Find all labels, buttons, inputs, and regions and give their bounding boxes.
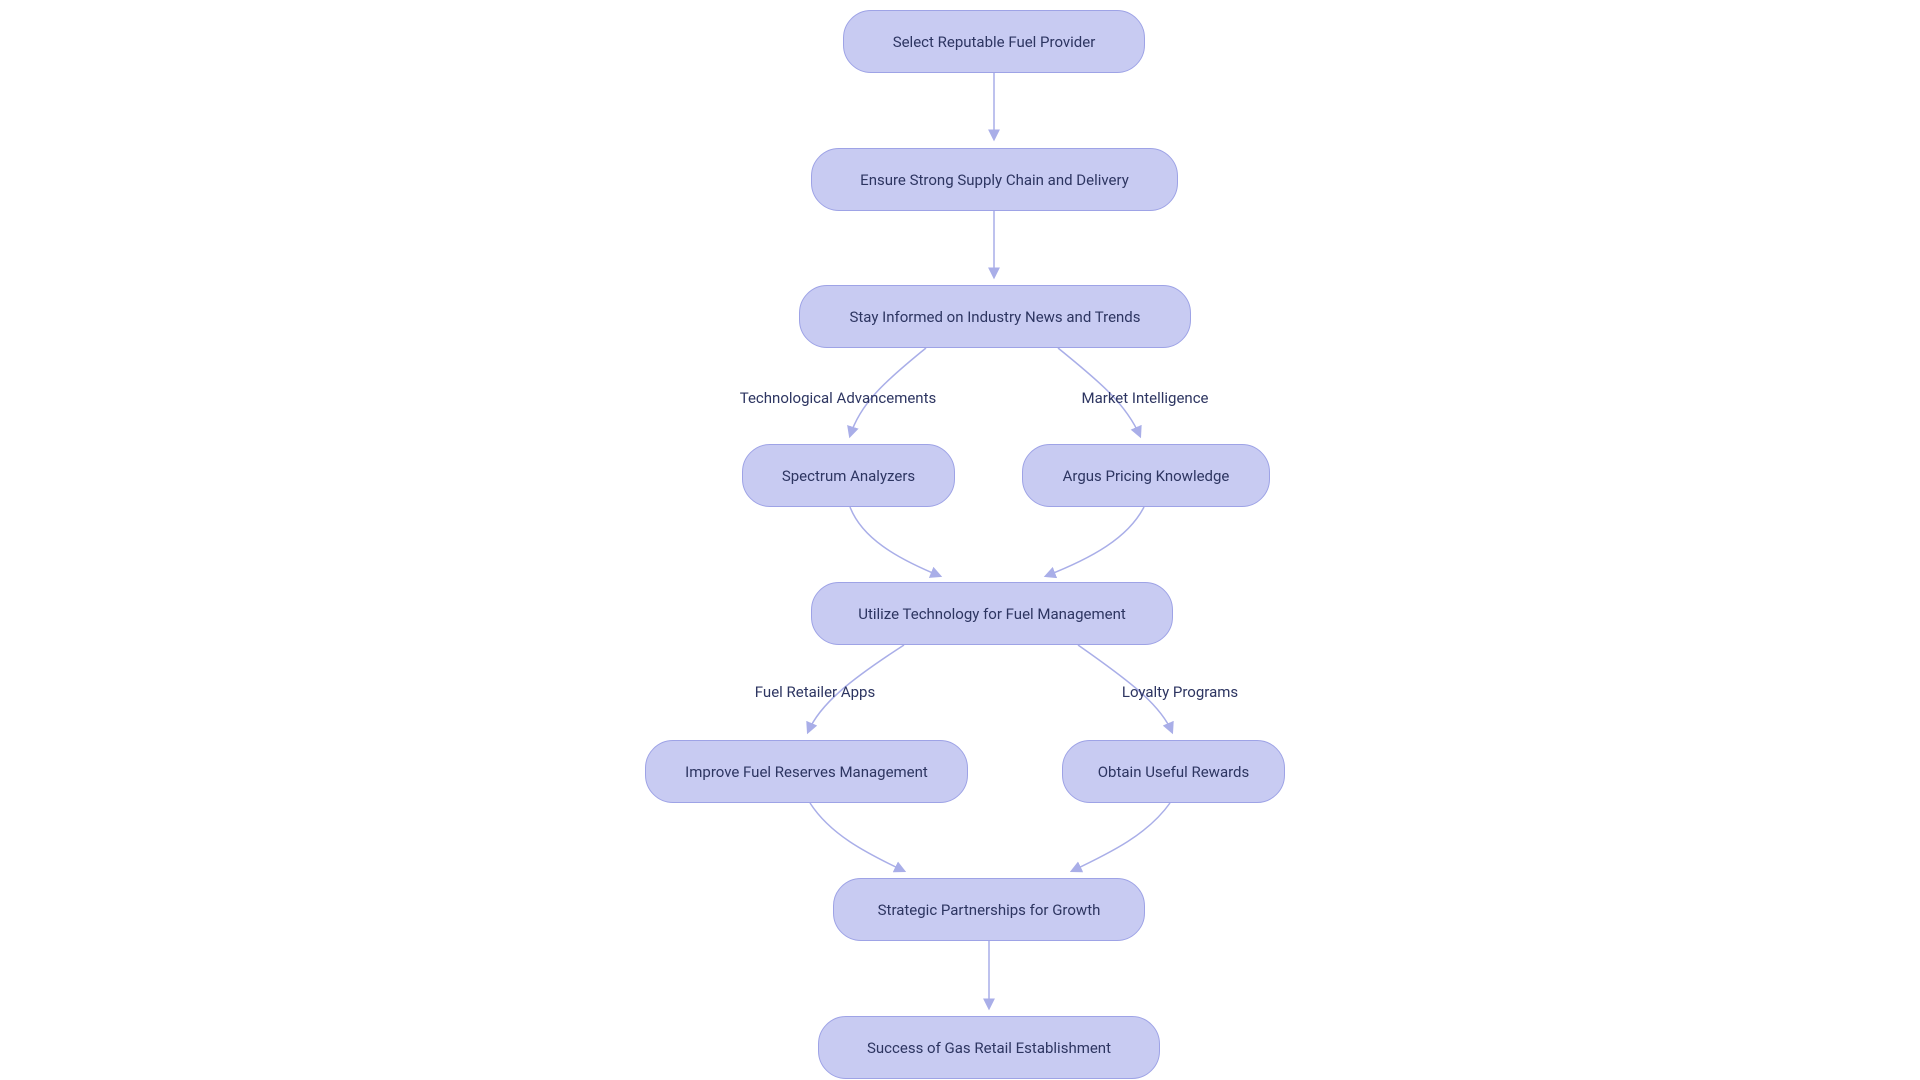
node-label: Stay Informed on Industry News and Trend… (849, 308, 1140, 326)
node-n6: Utilize Technology for Fuel Management (811, 582, 1173, 645)
edge-label-n3-n4: Technological Advancements (740, 389, 936, 407)
node-label: Success of Gas Retail Establishment (867, 1039, 1111, 1057)
node-n3: Stay Informed on Industry News and Trend… (799, 285, 1191, 348)
edge-n8-n9 (1072, 803, 1170, 871)
edge-label-n3-n5: Market Intelligence (1081, 389, 1208, 407)
node-label: Improve Fuel Reserves Management (685, 763, 928, 781)
edge-n7-n9 (810, 803, 904, 871)
edge-n5-n6 (1046, 507, 1144, 576)
edge-label-n6-n7: Fuel Retailer Apps (755, 683, 875, 701)
edge-n4-n6 (850, 507, 940, 576)
node-label: Spectrum Analyzers (782, 467, 915, 485)
node-n4: Spectrum Analyzers (742, 444, 955, 507)
node-label: Argus Pricing Knowledge (1063, 467, 1230, 485)
node-n1: Select Reputable Fuel Provider (843, 10, 1145, 73)
node-n5: Argus Pricing Knowledge (1022, 444, 1270, 507)
flowchart-canvas: Select Reputable Fuel Provider Ensure Str… (0, 0, 1920, 1080)
node-label: Obtain Useful Rewards (1098, 763, 1250, 781)
node-label: Select Reputable Fuel Provider (893, 33, 1096, 51)
node-n2: Ensure Strong Supply Chain and Delivery (811, 148, 1178, 211)
node-label: Strategic Partnerships for Growth (878, 901, 1101, 919)
node-n7: Improve Fuel Reserves Management (645, 740, 968, 803)
node-n8: Obtain Useful Rewards (1062, 740, 1285, 803)
node-n9: Strategic Partnerships for Growth (833, 878, 1145, 941)
edge-label-n6-n8: Loyalty Programs (1122, 683, 1238, 701)
node-n10: Success of Gas Retail Establishment (818, 1016, 1160, 1079)
node-label: Ensure Strong Supply Chain and Delivery (860, 171, 1129, 189)
node-label: Utilize Technology for Fuel Management (858, 605, 1126, 623)
